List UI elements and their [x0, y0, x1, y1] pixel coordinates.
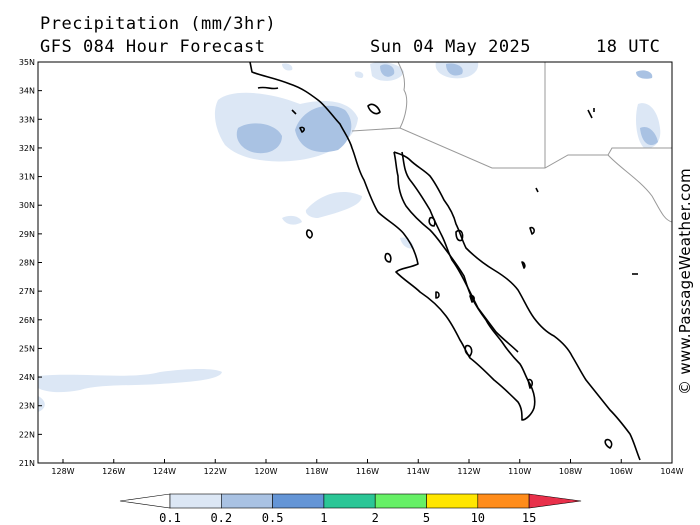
lon-label: 118W	[305, 467, 328, 476]
lat-label: 26N	[19, 316, 35, 325]
lon-label: 112W	[457, 467, 480, 476]
coastlines	[249, 61, 641, 461]
precip-light-baja	[400, 237, 414, 249]
forecast-hour-label: GFS 084 Hour Forecast	[40, 37, 266, 57]
legend-swatch	[221, 493, 273, 509]
border-gulf-coast-segment	[607, 154, 673, 223]
credit-watermark: © www.PassageWeather.com	[676, 168, 694, 395]
legend-swatch	[477, 493, 530, 509]
legend-label: 10	[471, 511, 485, 525]
legend-swatch	[323, 493, 376, 509]
map-axes: 35N 34N 33N 32N 31N 30N 29N 28N 27N 26N 25N 24N 23N 2…	[19, 58, 684, 476]
forecast-time: 18 UTC	[596, 37, 661, 57]
precipitation-areas	[38, 62, 661, 412]
island-angel	[428, 216, 436, 227]
lat-label: 23N	[19, 402, 35, 411]
legend-label: 0.2	[210, 511, 232, 525]
lat-label: 34N	[19, 87, 35, 96]
island-channel-1	[257, 86, 279, 90]
legend-swatch	[119, 493, 171, 509]
precip-moderate-arizona	[380, 64, 395, 77]
precipitation-legend: 0.1 0.2 0.5 1 2 5 10 15	[119, 493, 582, 525]
legend-label: 1	[320, 511, 327, 525]
lon-label: 128W	[51, 467, 74, 476]
island-cedros	[384, 252, 392, 263]
lat-label: 31N	[19, 173, 35, 182]
border-us-mexico	[351, 127, 672, 169]
gulf-coast-baja	[393, 151, 641, 461]
precip-light-south	[38, 369, 222, 393]
forecast-date: Sun 04 May 2025	[370, 37, 532, 57]
lat-label: 29N	[19, 230, 35, 239]
lat-label: 35N	[19, 58, 35, 67]
lat-label: 25N	[19, 344, 35, 353]
island-gulf-c	[529, 226, 535, 235]
mainland-coast	[401, 151, 519, 353]
lat-label: 24N	[19, 373, 35, 382]
lon-label: 120W	[254, 467, 277, 476]
map-title: Precipitation (mm/3hr)	[40, 14, 277, 34]
island-east	[535, 187, 539, 193]
precip-light-mid	[305, 191, 362, 218]
island-gulf-a	[469, 294, 475, 303]
island-guadalupe	[305, 229, 313, 239]
precip-moderate-coast	[295, 105, 352, 153]
border-colorado-river	[397, 61, 408, 129]
island-gulf-b	[435, 291, 440, 299]
lon-label: 114W	[407, 467, 430, 476]
lake-salton	[367, 103, 381, 115]
precip-moderate-west	[236, 123, 282, 154]
lon-label: 106W	[610, 467, 633, 476]
lon-label: 126W	[102, 467, 125, 476]
legend-label: 5	[423, 511, 430, 525]
precip-moderate-east	[640, 126, 658, 146]
precip-light-dot2	[282, 63, 293, 71]
lat-label: 21N	[19, 459, 35, 468]
legend-label: 0.5	[262, 511, 284, 525]
lat-label: 28N	[19, 259, 35, 268]
legend-swatch	[528, 493, 582, 509]
island-sonora	[521, 261, 526, 269]
political-borders	[351, 61, 673, 223]
lon-label: 104W	[660, 467, 683, 476]
lat-label: 27N	[19, 287, 35, 296]
island-channel-2	[291, 109, 297, 115]
island-tiburon	[455, 229, 464, 242]
lon-label: 124W	[153, 467, 176, 476]
island-magdalena	[464, 344, 473, 357]
legend-swatch	[374, 493, 427, 509]
island-channel-3	[299, 126, 305, 133]
legend-label: 2	[372, 511, 379, 525]
island-cerralvo	[527, 378, 533, 389]
legend-label: 15	[522, 511, 536, 525]
pacific-coast	[249, 61, 536, 421]
legend-swatch	[272, 493, 325, 509]
lat-label: 33N	[19, 115, 35, 124]
lon-label: 116W	[356, 467, 379, 476]
island-marias	[604, 438, 613, 449]
legend-swatch	[169, 493, 222, 509]
precip-light-sw	[38, 396, 45, 412]
island-sinaloa	[587, 108, 595, 119]
lat-label: 22N	[19, 430, 35, 439]
lat-label: 32N	[19, 144, 35, 153]
lat-label: 30N	[19, 201, 35, 210]
legend-swatch	[426, 493, 479, 509]
precip-light-small	[282, 215, 302, 225]
legend-label: 0.1	[159, 511, 181, 525]
precip-moderate-ne	[446, 63, 463, 76]
lon-label: 110W	[508, 467, 531, 476]
precip-light-dot1	[636, 70, 653, 79]
precip-light-dot3	[354, 71, 364, 78]
lon-label: 122W	[204, 467, 227, 476]
lon-label: 108W	[559, 467, 582, 476]
